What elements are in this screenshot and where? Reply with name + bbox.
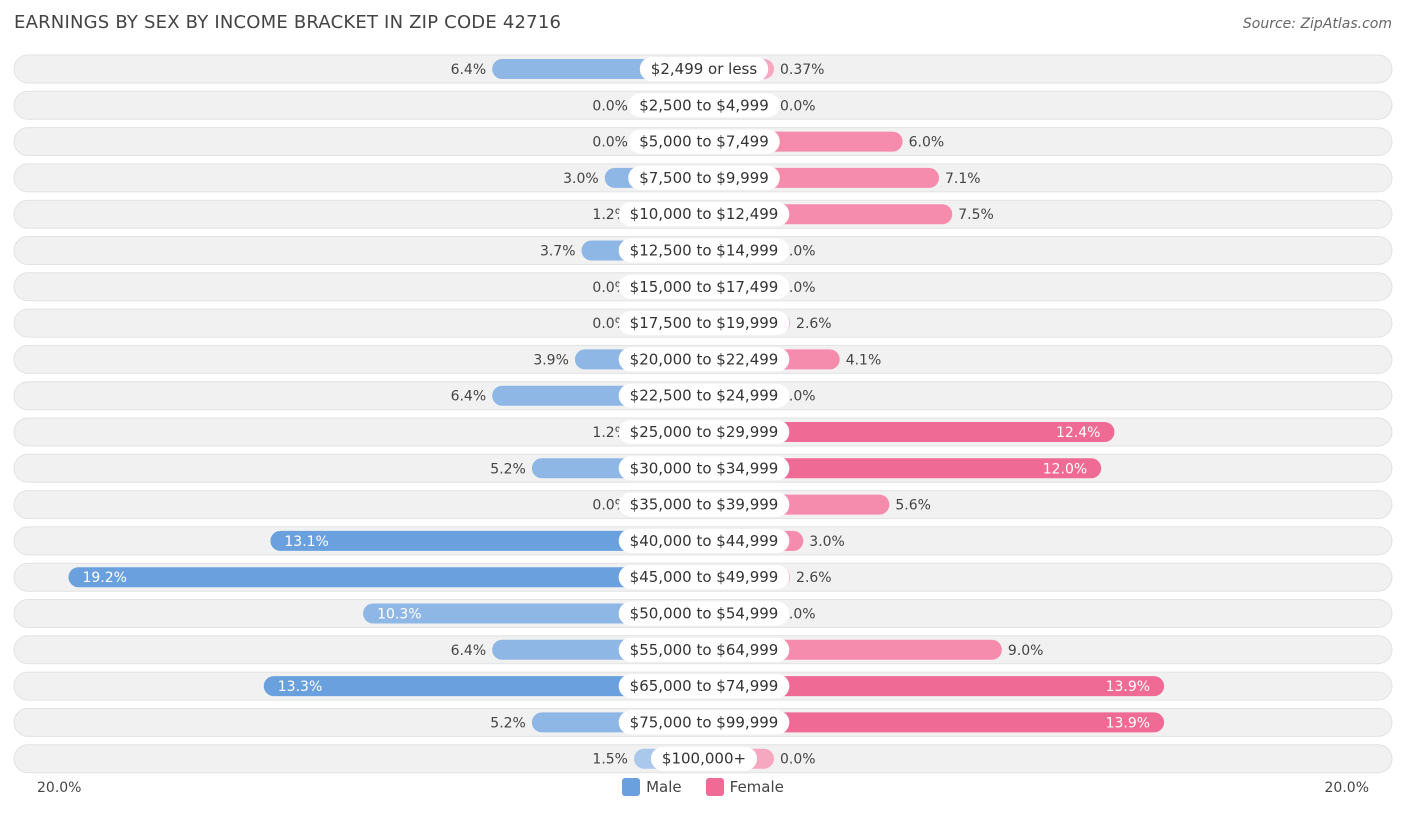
value-label-male: 3.9% <box>533 352 569 368</box>
category-label: $35,000 to $39,999 <box>630 496 779 514</box>
value-label-female: 12.0% <box>1043 461 1087 477</box>
value-label-female: 0.37% <box>780 62 824 78</box>
value-label-female: 4.1% <box>846 352 882 368</box>
category-label: $10,000 to $12,499 <box>630 205 779 223</box>
category-label: $15,000 to $17,499 <box>630 278 779 296</box>
category-pill <box>618 492 790 517</box>
value-label-female: 0.0% <box>780 98 816 114</box>
value-label-female: 13.9% <box>1106 715 1150 731</box>
value-label-male: 0.0% <box>592 98 628 114</box>
category-pill <box>618 347 790 372</box>
bar-female <box>704 676 1165 697</box>
category-label: $65,000 to $74,999 <box>630 677 779 695</box>
category-pill <box>618 274 790 299</box>
category-pill <box>639 57 769 81</box>
category-pill <box>618 637 790 662</box>
bar-female <box>704 422 1115 442</box>
category-pill <box>618 383 790 408</box>
category-label: $100,000+ <box>662 750 746 768</box>
value-label-female: 2.6% <box>796 316 832 332</box>
legend-label-female: Female <box>729 778 784 796</box>
category-pill <box>628 165 780 190</box>
value-label-female: 2.6% <box>796 570 832 586</box>
bar-male <box>68 567 705 588</box>
value-label-female: 0.0% <box>780 752 816 768</box>
category-label: $55,000 to $64,999 <box>630 641 779 659</box>
bar-female <box>704 712 1165 733</box>
category-pill <box>628 129 780 154</box>
legend-swatch-female <box>705 778 724 796</box>
value-label-male: 6.4% <box>451 643 487 659</box>
value-label-female: 7.5% <box>958 207 994 223</box>
value-label-female: 9.0% <box>1008 643 1044 659</box>
category-pill <box>650 746 758 771</box>
value-label-female: 5.6% <box>895 498 931 514</box>
category-label: $30,000 to $34,999 <box>630 459 779 477</box>
category-pill <box>618 420 790 444</box>
value-label-male: 1.5% <box>592 752 628 768</box>
legend-item-female[interactable]: Female <box>705 778 784 796</box>
legend-item-male[interactable]: Male <box>622 778 682 796</box>
value-label-female: 13.9% <box>1106 679 1150 695</box>
category-pill <box>618 565 790 590</box>
category-label: $40,000 to $44,999 <box>630 532 779 550</box>
value-label-male: 0.0% <box>592 135 628 151</box>
category-pill <box>618 202 790 227</box>
category-pill <box>618 674 790 699</box>
category-label: $7,500 to $9,999 <box>639 169 769 187</box>
category-label: $50,000 to $54,999 <box>630 605 779 623</box>
category-label: $2,500 to $4,999 <box>639 96 769 114</box>
category-label: $17,500 to $19,999 <box>630 314 779 332</box>
value-label-male: 5.2% <box>490 461 526 477</box>
category-pill <box>618 238 790 263</box>
category-label: $12,500 to $14,999 <box>630 242 779 260</box>
category-label: $45,000 to $49,999 <box>630 568 779 586</box>
bar-male <box>263 676 704 697</box>
axis-right-label: 20.0% <box>1324 780 1369 796</box>
category-label: $20,000 to $22,499 <box>630 350 779 368</box>
value-label-female: 7.1% <box>945 171 981 187</box>
legend-label-male: Male <box>646 778 682 796</box>
category-label: $22,500 to $24,999 <box>630 387 779 405</box>
bar-female <box>704 458 1102 479</box>
axis-left-label: 20.0% <box>37 780 82 796</box>
value-label-male: 5.2% <box>490 715 526 731</box>
category-pill <box>618 528 790 553</box>
category-label: $25,000 to $29,999 <box>630 423 779 441</box>
value-label-male: 3.0% <box>563 171 599 187</box>
value-label-male: 10.3% <box>377 607 421 623</box>
value-label-female: 3.0% <box>809 534 845 550</box>
category-label: $5,000 to $7,499 <box>639 133 769 151</box>
value-label-male: 13.3% <box>278 679 322 695</box>
value-label-male: 6.4% <box>451 62 487 78</box>
value-label-male: 13.1% <box>284 534 328 550</box>
value-label-female: 12.4% <box>1056 425 1100 441</box>
category-label: $75,000 to $99,999 <box>630 713 779 731</box>
bar-male <box>270 530 704 551</box>
source-label: Source: ZipAtlas.com <box>1242 16 1392 32</box>
category-label: $2,499 or less <box>651 60 758 78</box>
bar-male <box>363 603 704 624</box>
category-pill <box>618 710 790 735</box>
category-pill <box>618 456 790 481</box>
legend-swatch-male <box>622 778 641 796</box>
category-pill <box>618 601 790 626</box>
value-label-female: 6.0% <box>909 135 945 151</box>
category-pill <box>628 93 780 118</box>
legend: Male Female <box>0 778 1406 796</box>
chart: 6.4% 0.37% $2,499 or less 0.0% 0.0% $2,500 to… <box>13 54 1393 774</box>
chart-title: EARNINGS BY SEX BY INCOME BRACKET IN ZIP… <box>14 12 562 33</box>
value-label-male: 6.4% <box>451 389 487 405</box>
value-label-male: 19.2% <box>82 570 126 586</box>
category-pill <box>618 311 790 336</box>
value-label-male: 3.7% <box>540 244 576 260</box>
